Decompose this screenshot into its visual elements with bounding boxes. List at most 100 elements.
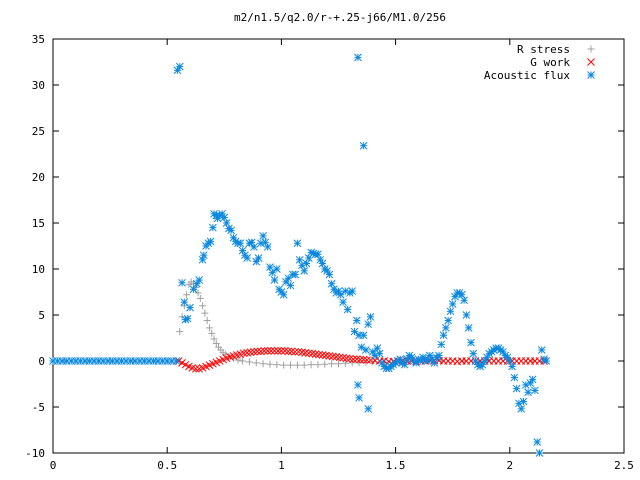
g-work-point: [346, 354, 354, 363]
g-work-point: [253, 347, 262, 356]
g-work-point: [352, 355, 361, 364]
g-work-point: [284, 347, 293, 356]
r-stress-point: [194, 289, 202, 297]
g-work-point: [301, 348, 310, 357]
acoustic-flux-point: [243, 254, 251, 262]
g-work-point: [191, 364, 200, 373]
g-work-point: [349, 355, 358, 364]
acoustic-flux-point: [444, 316, 452, 325]
acoustic-flux-point: [256, 239, 265, 248]
acoustic-flux-point: [364, 320, 373, 329]
y-tick-label: 5: [38, 309, 45, 322]
acoustic-flux-point: [366, 312, 375, 321]
acoustic-flux-point: [464, 324, 473, 332]
g-work-point: [291, 347, 299, 356]
chart-title: m2/n1.5/q2.0/r-+.25-j66/M1.0/256: [234, 11, 446, 24]
x-tick-label: 0: [50, 459, 57, 472]
acoustic-flux-point: [272, 265, 281, 273]
acoustic-flux-point: [354, 381, 362, 389]
acoustic-flux-point: [180, 298, 189, 306]
r-stress-point: [203, 317, 211, 325]
r-stress-point: [239, 357, 247, 365]
x-tick-label: 1.5: [386, 459, 406, 472]
r-stress-point: [259, 360, 267, 368]
g-work-point: [356, 355, 365, 364]
acoustic-flux-point: [279, 290, 288, 299]
acoustic-flux-point: [519, 397, 528, 406]
acoustic-flux-point: [206, 237, 215, 246]
acoustic-flux-point: [325, 270, 334, 279]
g-work-point: [318, 351, 327, 359]
r-stress-point: [293, 361, 301, 369]
g-work-point: [246, 348, 255, 357]
acoustic-flux-point: [186, 303, 194, 312]
acoustic-flux-point: [478, 360, 487, 369]
g-work-point: [315, 350, 323, 359]
acoustic-flux-point: [469, 349, 478, 358]
legend-entry-marker: [587, 58, 595, 66]
legend-entry-label: Acoustic flux: [484, 69, 570, 82]
acoustic-flux-point: [533, 438, 542, 446]
x-tick-label: 1: [278, 459, 285, 472]
acoustic-flux-point: [510, 373, 519, 382]
x-tick-label: 2.5: [614, 459, 634, 472]
r-stress-point: [196, 294, 204, 302]
r-stress-point: [314, 361, 322, 369]
acoustic-flux-point: [183, 314, 192, 323]
legend-entry-label: R stress: [517, 43, 570, 56]
r-stress-point: [321, 360, 329, 368]
acoustic-flux-point: [268, 268, 277, 277]
x-tick-label: 2: [506, 459, 513, 472]
y-tick-label: -5: [32, 401, 45, 414]
y-tick-label: 10: [32, 263, 45, 276]
axis-ticks: 0 0.5 1 1.5 2 2.5 -10 -5 0 5 10 15 20 25 30 35: [25, 33, 634, 472]
acoustic-flux-point: [535, 449, 544, 457]
g-work-point: [260, 347, 269, 355]
acoustic-flux-point: [512, 384, 521, 393]
acoustic-flux-point: [348, 287, 357, 295]
g-work-point: [363, 356, 371, 364]
acoustic-flux-point: [446, 307, 455, 316]
r-stress-point: [287, 361, 295, 369]
r-stress-point: [328, 360, 336, 368]
r-stress-point: [210, 335, 218, 343]
acoustic-flux-point: [462, 311, 471, 319]
g-work-point: [263, 347, 272, 355]
acoustic-flux-point: [189, 285, 198, 294]
acoustic-flux-point: [300, 266, 309, 275]
acoustic-flux-point: [439, 331, 448, 340]
acoustic-flux-point: [359, 331, 368, 340]
acoustic-flux-point: [407, 353, 416, 362]
acoustic-flux-point: [291, 270, 299, 279]
r-stress-point: [335, 360, 342, 368]
data-marks: [49, 53, 551, 457]
acoustic-flux-point: [375, 349, 384, 358]
acoustic-flux-point: [263, 243, 272, 251]
g-work-point: [277, 347, 286, 355]
acoustic-flux-point: [172, 357, 181, 365]
y-tick-label: 25: [32, 125, 45, 138]
r-stress-point: [273, 361, 281, 369]
g-work-point: [274, 347, 282, 355]
acoustic-flux-point: [199, 251, 208, 260]
acoustic-flux-point: [352, 316, 361, 325]
acoustic-flux-point: [198, 255, 207, 264]
g-work-point: [322, 351, 330, 360]
r-stress-point: [176, 328, 184, 336]
y-tick-label: 0: [38, 355, 45, 368]
acoustic-flux-point: [270, 276, 279, 284]
r-stress-point: [234, 356, 242, 364]
g-work-point: [243, 348, 251, 357]
g-work-point: [342, 354, 351, 363]
g-work-point: [256, 347, 265, 356]
r-stress-point: [341, 359, 349, 367]
r-stress-point: [208, 329, 216, 337]
g-work-point: [311, 350, 320, 358]
acoustic-flux-point: [528, 375, 537, 384]
acoustic-flux-point: [259, 232, 267, 240]
r-stress-point: [252, 359, 260, 367]
g-work-point: [325, 352, 334, 360]
acoustic-flux-point: [254, 254, 263, 262]
legend-entry-marker: [587, 71, 595, 79]
